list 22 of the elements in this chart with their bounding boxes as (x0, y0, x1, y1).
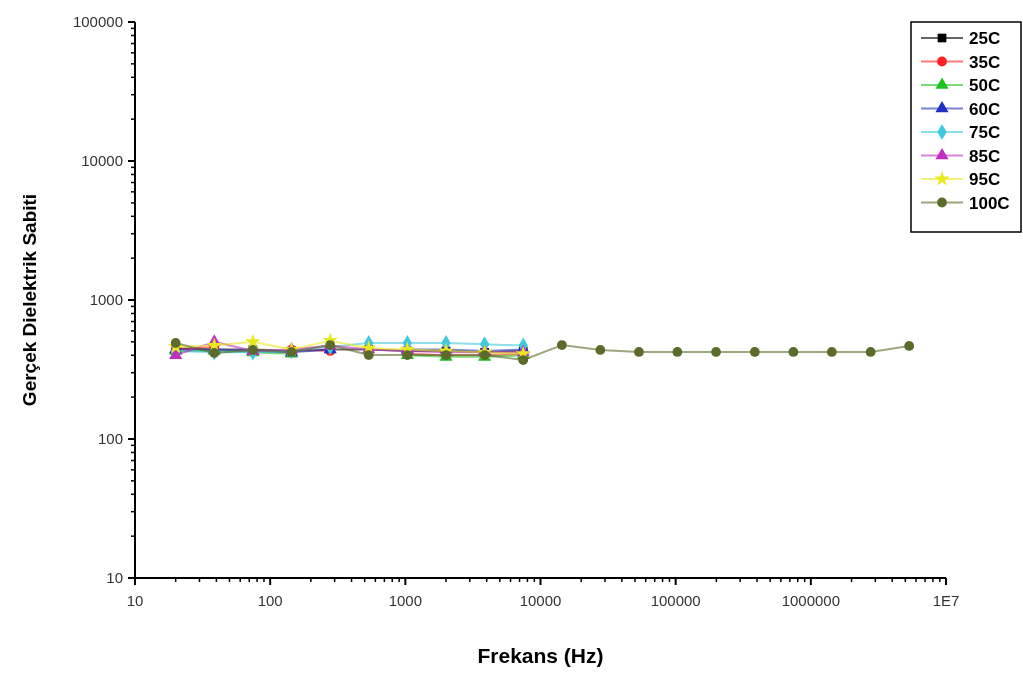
legend-label: 75C (969, 123, 1001, 142)
x-tick-label: 10 (126, 592, 144, 609)
legend-label: 95C (969, 170, 1001, 189)
y-tick-label: 100000 (72, 13, 123, 30)
legend-label: 35C (969, 52, 1001, 72)
x-tick-label: 1E7 (932, 592, 960, 609)
x-axis-title: Frekans (Hz) (477, 644, 604, 667)
legend-label: 60C (969, 99, 1001, 119)
x-tick-label: 1000000 (781, 592, 841, 609)
x-tick-label: 100000 (650, 592, 701, 609)
y-tick-label: 1000 (89, 291, 123, 308)
y-tick-label: 10 (106, 569, 123, 586)
y-tick-label: 10000 (81, 152, 123, 169)
legend-label: 100C (969, 193, 1010, 213)
y-axis-title: Gerçek Dielektrik Sabiti (19, 193, 40, 407)
y-tick-label: 100 (97, 430, 123, 447)
x-tick-label: 100 (257, 592, 283, 609)
x-tick-label: 1000 (388, 592, 423, 609)
legend-label: 25C (969, 29, 1001, 48)
legend-label: 50C (969, 76, 1001, 95)
x-tick-label: 10000 (519, 592, 562, 609)
legend-label: 85C (969, 146, 1001, 166)
